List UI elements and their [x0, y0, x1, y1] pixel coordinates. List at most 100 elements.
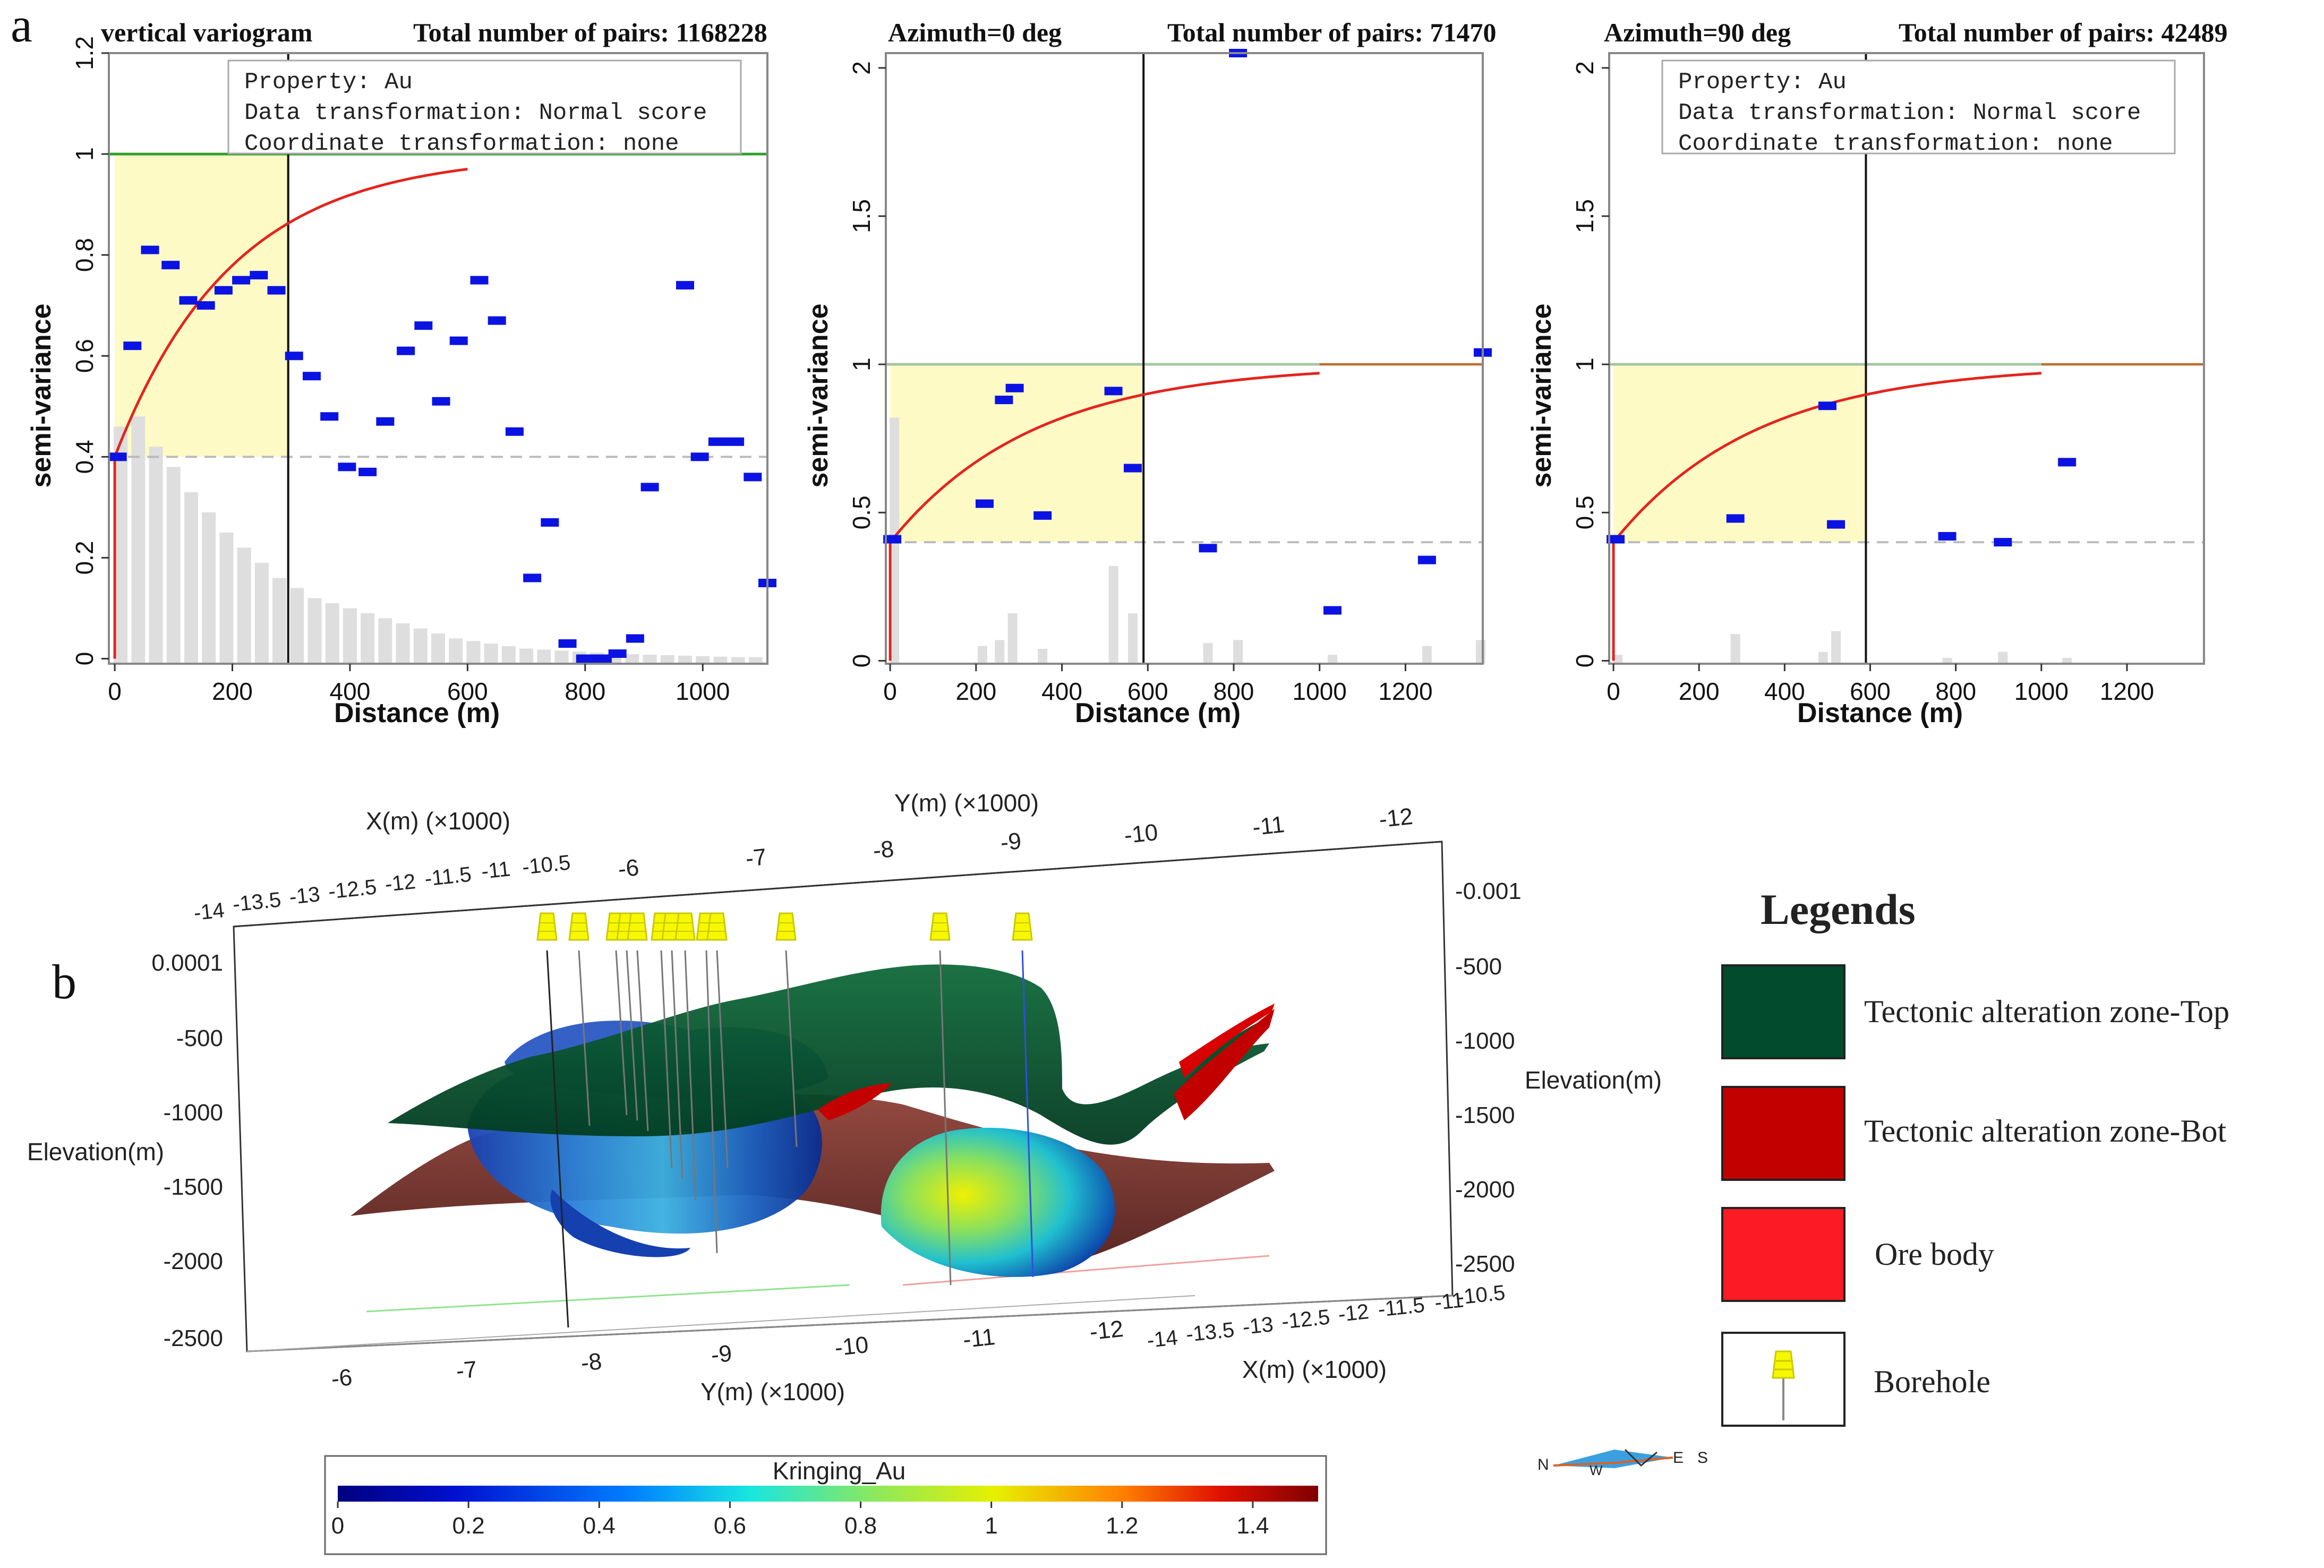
y-tick-label: 1.2 [71, 36, 98, 70]
borehole-trace [705, 950, 718, 1254]
y-top-tick-label: -9 [999, 828, 1022, 856]
3d-model-view [233, 841, 1454, 1352]
data-point [141, 245, 159, 254]
x-tick-label: 200 [955, 678, 996, 705]
borehole-icon [706, 912, 728, 941]
colorbar-frame [324, 1455, 1327, 1555]
y-tick-label: 0 [848, 654, 875, 668]
variogram-vertical: vertical variogram Total number of pairs:… [26, 18, 776, 729]
x-top-tick-label: -12.5 [327, 875, 378, 903]
elevation-left-tick-label: 0.0001 [151, 950, 223, 976]
histogram-bar [678, 655, 692, 664]
borehole-trace [716, 950, 729, 1169]
data-point [285, 352, 303, 361]
colorbar-gradient [338, 1486, 1318, 1502]
borehole-trace [1021, 950, 1034, 1278]
sill-area [890, 364, 1144, 543]
tectonic-zone-bottom-piece-left [818, 1083, 892, 1120]
borehole-trace [626, 950, 638, 1121]
histogram-bar [272, 578, 287, 664]
y-top-tick-label: -10 [1123, 819, 1159, 849]
kriging-high-grade-body [881, 1127, 1115, 1277]
model-curve [888, 372, 1320, 661]
data-point [744, 473, 762, 482]
data-point [338, 462, 356, 472]
histogram-bar [484, 643, 498, 664]
data-point [505, 427, 524, 436]
y-tick-label: 1.5 [1571, 199, 1599, 233]
x-top-tick-label: -11 [480, 857, 511, 883]
x-tick-label: 800 [1935, 678, 1976, 705]
x-top-tick-label: -13 [288, 882, 321, 909]
x-bottom-tick-label: -10.5 [1456, 1281, 1506, 1309]
histogram-bar [131, 416, 146, 664]
histogram-bar [696, 656, 710, 664]
x-top-axis-title: X(m) (×1000) [366, 807, 510, 835]
borehole-trace [615, 950, 628, 1116]
borehole-icon [568, 912, 589, 941]
data-point [1005, 383, 1024, 392]
data-point [1827, 520, 1845, 529]
data-point [123, 341, 142, 350]
histogram-bar [378, 618, 392, 664]
data-point [179, 296, 198, 305]
x-tick-label: 1200 [1378, 678, 1432, 705]
variogram-legend-box [227, 59, 742, 155]
chart-title: Azimuth=90 deg [1604, 18, 1791, 47]
variogram-legend-line: Coordinate transformation: none [1678, 131, 2113, 157]
data-point [1818, 401, 1836, 410]
y-top-tick-label: -6 [617, 854, 640, 882]
y-tick-label: 1.5 [848, 199, 875, 233]
x-top-tick-label: -11.5 [423, 863, 472, 891]
tectonic-zone-bottom-piece-right [1174, 1009, 1275, 1120]
data-point [320, 412, 339, 421]
legend-swatch-top [1721, 964, 1845, 1059]
data-point [302, 372, 321, 381]
data-point [608, 649, 627, 658]
x-tick-label: 1000 [1293, 678, 1347, 705]
elevation-left-tick-label: -1000 [163, 1100, 223, 1126]
x-tick-label: 0 [883, 678, 897, 705]
x-tick-label: 600 [447, 678, 488, 705]
model-box-bottom-front [246, 1295, 1195, 1352]
x-bottom-tick-label: -12 [1337, 1300, 1370, 1326]
data-point [883, 535, 902, 544]
histogram-bar [1038, 649, 1048, 664]
histogram-bar [995, 640, 1005, 664]
data-point [640, 483, 659, 492]
model-curve [113, 168, 468, 659]
histogram-bar [1613, 655, 1623, 664]
tectonic-zone-bottom-piece-right2 [1179, 1004, 1275, 1078]
plot-frame [108, 52, 768, 665]
x-top-tick-label: -10.5 [521, 851, 571, 879]
data-point [432, 397, 450, 406]
y-bottom-tick-label: -7 [455, 1356, 478, 1384]
borehole-icon [775, 912, 797, 941]
data-point [541, 518, 559, 527]
y-bottom-axis-title: Y(m) (×1000) [700, 1378, 845, 1406]
data-point [690, 452, 709, 461]
y-bottom-tick-label: -9 [710, 1340, 733, 1368]
borehole-trace [546, 950, 569, 1328]
x-tick-label: 1000 [676, 678, 730, 705]
elevation-right-axis-title: Elevation(m) [1525, 1066, 1662, 1094]
data-point [726, 437, 745, 446]
histogram-bar [466, 641, 481, 664]
y-tick-label: 2 [848, 61, 875, 75]
x-bottom-tick-label: -11 [1433, 1288, 1465, 1314]
data-point [397, 346, 415, 355]
borehole-trace [939, 950, 952, 1286]
variogram-legend-line: Property: Au [244, 69, 413, 96]
x-axis-label: Distance (m) [1797, 698, 1963, 729]
x-top-tick-label: -13.5 [232, 888, 282, 916]
y-top-tick-label: -7 [744, 844, 767, 872]
borehole-icon [536, 912, 558, 941]
histogram-bar [643, 654, 657, 664]
legend-title: Legends [1761, 885, 1916, 933]
histogram-bar [1203, 642, 1213, 664]
elevation-right-tick-label: -2000 [1455, 1177, 1515, 1203]
elevation-left-tick-label: -2500 [163, 1325, 223, 1351]
y-tick-label: 0 [71, 652, 98, 666]
boreholes [536, 912, 1034, 1328]
histogram-bar [713, 656, 728, 664]
